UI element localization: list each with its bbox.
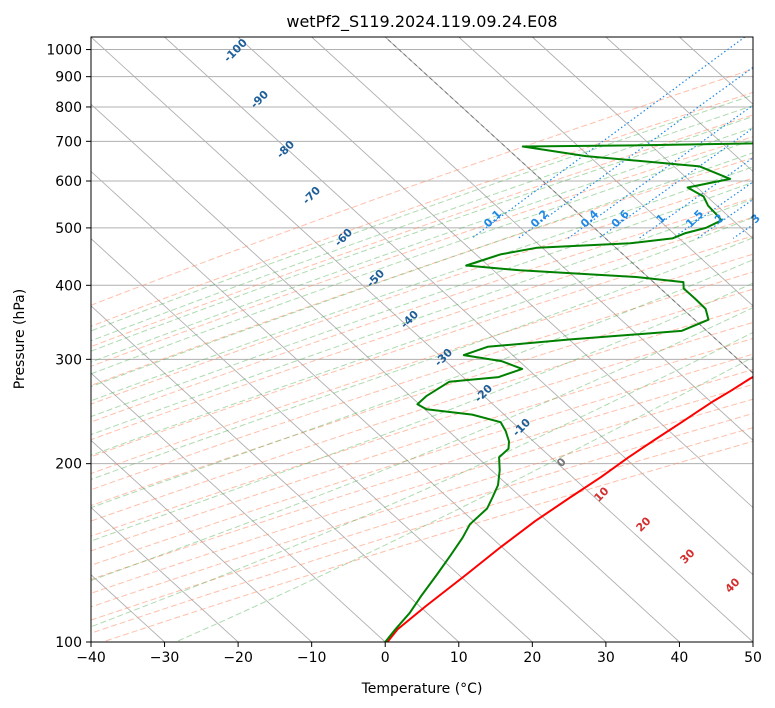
dry-adiabat bbox=[91, 177, 753, 405]
moist-adiabat bbox=[91, 139, 753, 375]
moist-adiabat bbox=[91, 216, 753, 456]
mixing-ratio-line bbox=[471, 37, 746, 239]
moist-adiabat bbox=[91, 331, 753, 628]
x-tick-label: 10 bbox=[450, 650, 468, 666]
moist-adiabat bbox=[91, 237, 753, 480]
x-tick-label: −10 bbox=[297, 650, 327, 666]
mixing-ratio-line bbox=[696, 198, 753, 239]
x-tick-label: 30 bbox=[597, 650, 615, 666]
moist-adiabat-label: -100 bbox=[221, 36, 250, 65]
isotherm-line bbox=[91, 103, 680, 642]
isotherm-label: 30 bbox=[678, 546, 698, 566]
moist-adiabat bbox=[175, 356, 753, 642]
temperature-profile-line bbox=[386, 375, 753, 642]
x-tick-label: −20 bbox=[223, 650, 253, 666]
x-tick-label: 0 bbox=[381, 650, 390, 666]
dry-adiabat bbox=[91, 136, 753, 367]
y-axis: 100 200 300 400 500 600 700 800 900 1000 bbox=[46, 43, 91, 651]
line-labels: -100-90-80-70-60-50-40-30-20-1000.1 0.2 0.… bbox=[221, 36, 775, 596]
isotherm-line bbox=[605, 37, 753, 173]
moist-adiabat-label: -10 bbox=[510, 416, 533, 439]
x-tick-label: −30 bbox=[150, 650, 180, 666]
y-tick-label: 700 bbox=[55, 134, 82, 150]
y-tick-label: 1000 bbox=[46, 43, 82, 59]
background-lines bbox=[91, 37, 775, 642]
x-tick-label: 50 bbox=[744, 650, 762, 666]
isotherm-label: 20 bbox=[634, 514, 654, 534]
isotherm-line bbox=[91, 238, 533, 642]
isotherm-label: 10 bbox=[592, 484, 612, 504]
chart-title: wetPf2_S119.2024.119.09.24.E08 bbox=[286, 12, 557, 32]
x-axis-label: Temperature (°C) bbox=[361, 681, 483, 697]
y-tick-label: 500 bbox=[55, 221, 82, 237]
moist-adiabat bbox=[91, 127, 753, 363]
dry-adiabat bbox=[91, 271, 753, 491]
dry-adiabat bbox=[91, 197, 753, 423]
mixing-ratio-line bbox=[732, 223, 753, 239]
y-axis-label: Pressure (hPa) bbox=[12, 289, 28, 389]
mixing-ratio-line bbox=[567, 104, 753, 239]
moist-adiabat bbox=[91, 259, 753, 509]
y-tick-label: 800 bbox=[55, 100, 82, 116]
x-tick-label: 20 bbox=[523, 650, 541, 666]
moist-adiabat bbox=[91, 198, 753, 436]
x-tick-label: −40 bbox=[76, 650, 106, 666]
mixing-ratio-line bbox=[760, 37, 775, 238]
moist-adiabat-label: -20 bbox=[472, 382, 495, 405]
dry-adiabat bbox=[91, 288, 753, 507]
x-axis: −40 −30 −20 −10 0 10 20 30 40 50 bbox=[76, 642, 762, 666]
isotherm-line bbox=[91, 170, 607, 642]
moist-adiabat-label: -90 bbox=[248, 88, 271, 111]
moist-adiabat bbox=[91, 94, 753, 332]
isotherm-line bbox=[91, 372, 386, 642]
moist-adiabat-label: -40 bbox=[398, 308, 421, 331]
isotherm-line bbox=[164, 37, 753, 576]
isotherm-line bbox=[91, 506, 239, 642]
dewpoint-profile-line bbox=[384, 142, 753, 642]
moist-adiabat-label: -30 bbox=[432, 346, 455, 369]
isotherm-line bbox=[91, 439, 312, 642]
y-tick-label: 200 bbox=[55, 457, 82, 473]
dry-adiabat bbox=[91, 216, 753, 441]
isotherm-line bbox=[458, 37, 753, 307]
mixing-ratio-label: 1.5 bbox=[683, 207, 706, 230]
moist-adiabat bbox=[91, 115, 753, 352]
mixing-ratio-label: 0.2 bbox=[528, 207, 551, 230]
dry-adiabat bbox=[91, 114, 753, 348]
dry-adiabat bbox=[91, 235, 753, 458]
dry-adiabat bbox=[91, 68, 753, 306]
moist-adiabat-label: -70 bbox=[300, 184, 323, 207]
dry-adiabat bbox=[102, 440, 753, 642]
isotherm-line bbox=[91, 37, 753, 642]
moist-adiabat bbox=[91, 152, 753, 388]
isotherm-line bbox=[91, 305, 460, 642]
freezing-isotherm bbox=[384, 37, 753, 374]
y-tick-label: 100 bbox=[55, 635, 82, 651]
moist-adiabat bbox=[91, 181, 753, 418]
moist-adiabat bbox=[91, 166, 753, 402]
dry-adiabat bbox=[91, 368, 753, 580]
isotherm-line bbox=[532, 37, 753, 240]
y-tick-label: 300 bbox=[55, 352, 82, 368]
profile-lines bbox=[384, 142, 753, 642]
y-tick-label: 400 bbox=[55, 278, 82, 294]
x-tick-label: 40 bbox=[671, 650, 689, 666]
y-tick-label: 900 bbox=[55, 70, 82, 86]
dry-adiabat bbox=[91, 157, 753, 386]
y-tick-label: 600 bbox=[55, 174, 82, 190]
moist-adiabat bbox=[91, 282, 753, 542]
mixing-ratio-label: 3 bbox=[748, 212, 763, 227]
isotherm-line bbox=[752, 37, 753, 38]
dry-adiabat bbox=[91, 337, 753, 552]
mixing-ratio-label: 1 bbox=[654, 212, 669, 227]
plot-frame bbox=[90, 36, 754, 643]
moist-adiabat bbox=[91, 105, 753, 342]
dry-adiabat bbox=[91, 321, 753, 537]
isotherm-label: 40 bbox=[723, 575, 743, 595]
moist-adiabat bbox=[91, 307, 753, 582]
